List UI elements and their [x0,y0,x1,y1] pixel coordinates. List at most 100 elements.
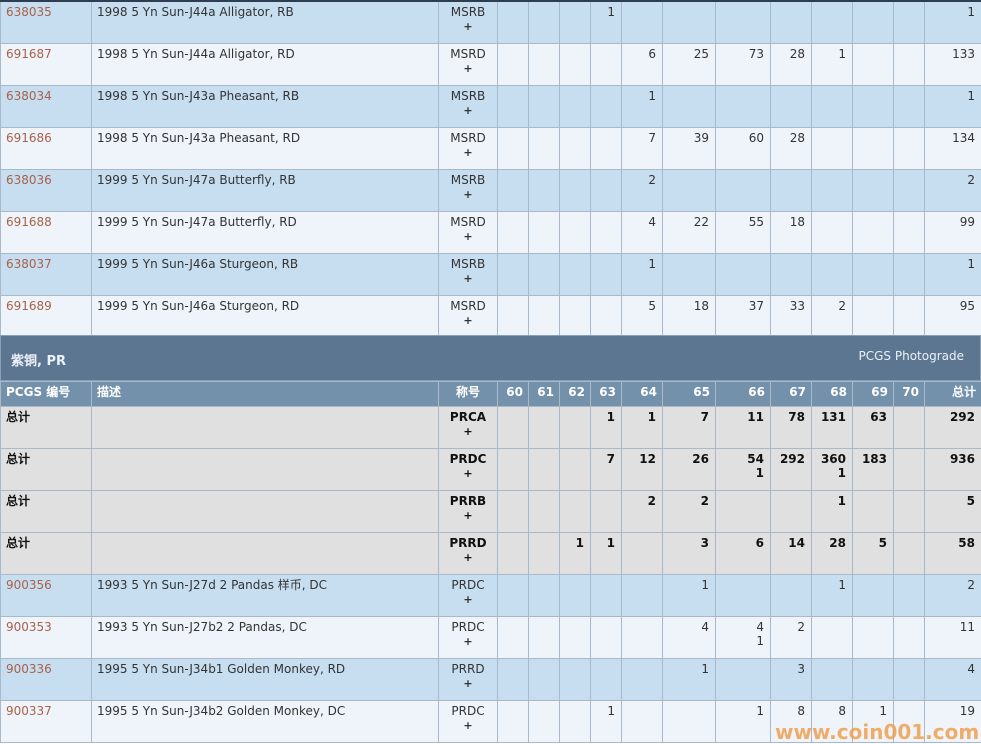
grade-count: 3 [668,536,709,550]
grade-count-cell [622,1,663,43]
grade-count-cell [894,533,925,575]
grade-count-cell [663,85,716,127]
grade-count-cell [716,491,771,533]
plus-toggle[interactable]: + [444,103,492,119]
pcgs-number-link[interactable]: 900353 [6,620,52,634]
designation-cell: MSRB+ [439,85,498,127]
grade-count: 292 [776,452,805,466]
plus-toggle[interactable]: + [444,718,492,734]
plus-toggle[interactable]: + [444,187,492,203]
pcgs-number-link[interactable]: 691689 [6,299,52,313]
grade-count-cell: 1 [591,1,622,43]
plus-toggle[interactable]: + [444,676,492,692]
pcgs-number-link[interactable]: 691686 [6,131,52,145]
plus-toggle[interactable]: + [444,145,492,161]
pcgs-number-cell: 总计 [1,533,92,575]
grade-count-cell [529,1,560,43]
pcgs-number-link[interactable]: 900337 [6,704,52,718]
grade-count-cell [853,617,894,659]
grade-count: 4 [627,215,656,229]
plus-grade-count: 1 [721,634,764,648]
total-cell: 1 [925,1,981,43]
grade-count-cell [894,449,925,491]
grade-count-cell [771,1,812,43]
plus-toggle[interactable]: + [444,229,492,245]
grade-count-cell: 1 [560,533,591,575]
header-pcgs-number: PCGS 编号 [1,382,92,407]
total-cell: 58 [925,533,981,575]
pcgs-number-link[interactable]: 638037 [6,257,52,271]
grade-count-cell: 2 [812,295,853,337]
grade-count-cell: 18 [771,211,812,253]
grade-count: 28 [817,536,846,550]
grade-count-cell [663,169,716,211]
plus-toggle[interactable]: + [444,313,492,329]
plus-toggle[interactable]: + [444,550,492,566]
grade-count: 8 [776,704,805,718]
grade-count-cell [591,253,622,295]
grade-count-cell [771,85,812,127]
grade-count-cell [812,253,853,295]
designation-cell: MSRD+ [439,127,498,169]
grade-count: 2 [776,620,805,634]
grade-count: 2 [627,494,656,508]
total-label: 总计 [6,410,30,424]
designation-cell: MSRB+ [439,253,498,295]
plus-toggle[interactable]: + [444,424,492,440]
pcgs-number-link[interactable]: 691687 [6,47,52,61]
grade-count-cell: 1 [812,575,853,617]
pcgs-number-link[interactable]: 900356 [6,578,52,592]
header-grade: 60 [498,382,529,407]
total-cell: 5 [925,491,981,533]
plus-toggle[interactable]: + [444,61,492,77]
grade-count-cell [529,127,560,169]
plus-toggle[interactable]: + [444,19,492,35]
plus-grade-count: 1 [721,466,764,480]
grade-count-cell [560,253,591,295]
designation-label: MSRB [444,89,492,103]
plus-toggle[interactable]: + [444,592,492,608]
grade-count-cell [560,407,591,449]
plus-toggle[interactable]: + [444,271,492,287]
plus-toggle[interactable]: + [444,634,492,650]
grade-count-cell: 28 [771,43,812,85]
grade-count-cell: 6 [716,533,771,575]
grade-count-cell: 5 [853,533,894,575]
pcgs-number-cell: 总计 [1,491,92,533]
total-label: 总计 [6,452,30,466]
grade-count: 1 [627,257,656,271]
pcgs-number-link[interactable]: 691688 [6,215,52,229]
grade-count-cell: 1 [591,407,622,449]
pcgs-number-link[interactable]: 900336 [6,662,52,676]
pcgs-number-link[interactable]: 638035 [6,5,52,19]
grade-count: 1 [668,662,709,676]
grade-count-cell [853,295,894,337]
grade-count-cell [663,1,716,43]
grade-count-cell [812,617,853,659]
pcgs-number-cell: 总计 [1,407,92,449]
pcgs-number-link[interactable]: 638036 [6,173,52,187]
plus-toggle[interactable]: + [444,508,492,524]
grade-count-cell [622,533,663,575]
grade-count-cell: 3 [663,533,716,575]
grade-count-cell: 2 [622,169,663,211]
pcgs-number-link[interactable]: 638034 [6,89,52,103]
photograde-link[interactable]: PCGS Photograde [859,349,964,363]
grade-count: 4 [721,620,764,634]
grade-count-cell: 1 [812,491,853,533]
designation-cell: PRRD+ [439,533,498,575]
grade-count-cell [716,169,771,211]
grade-count-cell [812,127,853,169]
grade-count-cell [529,43,560,85]
grade-count: 25 [668,47,709,61]
plus-toggle[interactable]: + [444,466,492,482]
grade-count: 7 [668,410,709,424]
grade-count-cell [498,1,529,43]
grade-count-cell [853,85,894,127]
grade-count: 78 [776,410,805,424]
